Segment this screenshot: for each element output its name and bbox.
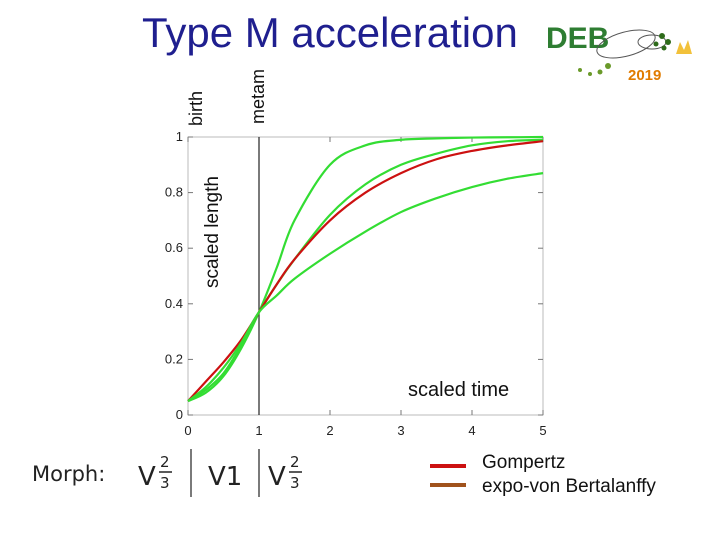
y-tick-label: 0.4 [165, 296, 183, 311]
ticks [187, 136, 544, 416]
y-tick-label: 0.8 [165, 185, 183, 200]
series-line-2 [187, 138, 544, 403]
x-tick-label: 3 [397, 423, 404, 438]
series-line-3 [187, 140, 544, 402]
x-tick-label: 0 [184, 423, 191, 438]
logo-text: DEB [546, 22, 609, 55]
morph-label: Morph: [32, 462, 105, 486]
page-title: Type M acceleration [142, 9, 518, 56]
logo-year: 2019 [628, 67, 661, 84]
plot-frame [187, 136, 544, 416]
morph-v-first: V [138, 462, 156, 492]
legend-label-gompertz: Gompertz [482, 452, 566, 473]
x-axis-label: scaled time [408, 379, 510, 401]
series-group [187, 135, 544, 403]
series-line-4 [187, 172, 544, 402]
x-tick-label: 1 [255, 423, 262, 438]
legend-swatch-expo-von-bertalanffy [430, 483, 466, 487]
morph-frac-den-first: 3 [160, 474, 170, 492]
x-tick-label: 2 [326, 423, 333, 438]
deb-logo: DEB 2019 [546, 22, 692, 84]
x-tick-label: 4 [468, 423, 475, 438]
y-tick-label: 1 [176, 129, 183, 144]
y-tick-label: 0.6 [165, 240, 183, 255]
tick-labels: 0 0.2 0.4 0.6 0.8 1 0 1 2 3 4 5 [165, 129, 547, 438]
series-line-1 [187, 135, 544, 403]
legend-label-expo-von-bertalanffy: expo-von Bertalanffy [482, 476, 656, 497]
morph-frac-num-second: 2 [290, 453, 300, 471]
legend-swatch-gompertz [430, 464, 466, 468]
x-tick-label: 5 [539, 423, 546, 438]
morph-strip: Morph: V 2 3 V1 V 2 3 [32, 449, 302, 497]
morph-frac-den-second: 3 [290, 474, 300, 492]
morph-v-second: V [268, 462, 286, 492]
morph-v1: V1 [208, 462, 242, 492]
y-tick-label: 0.2 [165, 351, 183, 366]
y-tick-label: 0 [176, 407, 183, 422]
morph-frac-num-first: 2 [160, 453, 170, 471]
